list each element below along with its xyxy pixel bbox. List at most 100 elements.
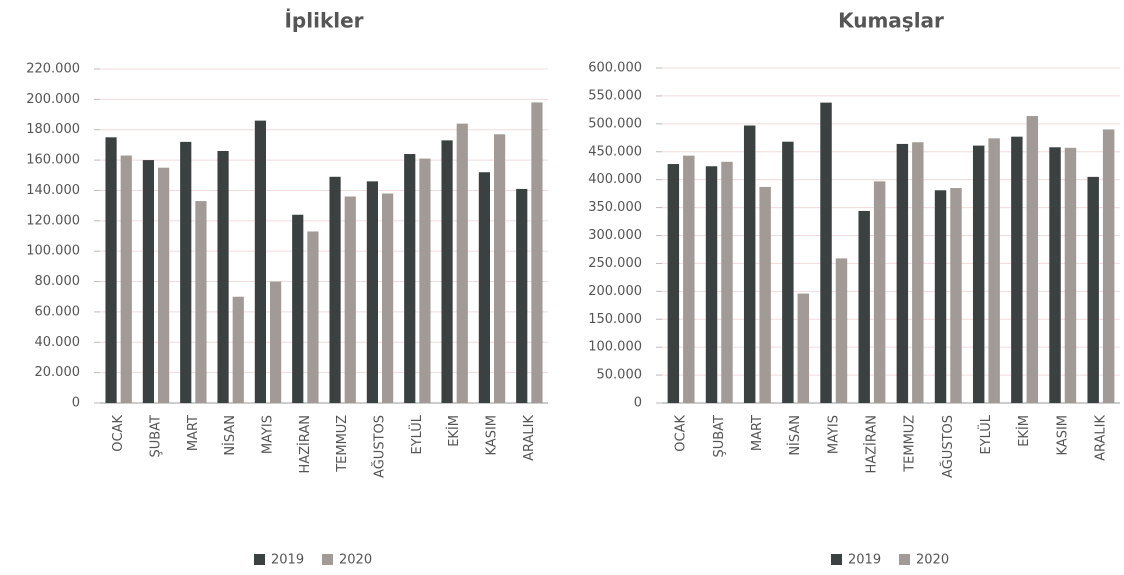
bar <box>232 296 244 403</box>
y-tick-label: 60.000 <box>35 304 81 319</box>
x-tick-label: EKİM <box>446 415 462 447</box>
bar <box>743 125 756 403</box>
legend-swatch <box>831 554 842 565</box>
legend-label: 2019 <box>848 553 881 568</box>
bar <box>912 142 924 403</box>
bar <box>217 150 229 403</box>
bar <box>972 145 985 403</box>
y-tick-label: 200.000 <box>26 92 80 107</box>
x-tick-label: HAZİRAN <box>863 415 879 474</box>
y-tick-label: 160.000 <box>26 153 80 168</box>
bar <box>180 141 192 403</box>
y-tick-label: 100.000 <box>26 244 80 259</box>
bar <box>683 155 695 403</box>
bar <box>105 137 117 403</box>
bar <box>1026 116 1039 404</box>
bar <box>419 158 431 403</box>
y-tick-label: 20.000 <box>35 365 81 380</box>
y-tick-label: 450.000 <box>588 144 642 159</box>
bar <box>441 140 453 403</box>
bar <box>531 102 543 404</box>
x-tick-label: ARALIK <box>522 415 537 461</box>
bar <box>1064 147 1077 403</box>
y-tick-label: 500.000 <box>588 116 642 131</box>
x-tick-label: MART <box>750 415 765 451</box>
y-tick-label: 0 <box>72 396 80 411</box>
y-tick-label: 200.000 <box>588 284 642 299</box>
x-tick-label: ŞUBAT <box>712 415 727 458</box>
bar <box>782 141 794 403</box>
y-tick-label: 0 <box>634 396 642 411</box>
x-tick-label: TEMMUZ <box>335 415 350 473</box>
y-tick-label: 180.000 <box>26 122 80 137</box>
x-tick-label: EKİM <box>1016 415 1032 447</box>
bar <box>705 166 718 403</box>
y-tick-label: 40.000 <box>35 335 81 350</box>
bar <box>950 188 962 403</box>
x-tick-label: NİSAN <box>222 415 238 456</box>
bar <box>158 167 170 403</box>
bar <box>988 138 1000 403</box>
x-tick-label: ŞUBAT <box>149 415 164 458</box>
x-tick-label: HAZİRAN <box>297 415 313 474</box>
chart-title: Kumaşlar <box>838 9 944 33</box>
legend-swatch <box>254 554 265 565</box>
bar <box>292 214 304 403</box>
bar <box>1011 136 1023 404</box>
bar <box>494 134 506 404</box>
bar <box>820 102 832 403</box>
x-tick-label: OCAK <box>674 415 689 452</box>
y-tick-label: 250.000 <box>588 256 642 271</box>
bar <box>344 196 356 403</box>
bar <box>366 181 378 403</box>
bar <box>195 201 207 403</box>
x-tick-label: MAYIS <box>826 415 841 454</box>
bar <box>667 164 680 403</box>
bar <box>254 120 266 404</box>
bar <box>934 190 947 403</box>
x-tick-label: NİSAN <box>787 415 803 456</box>
bar <box>1087 176 1099 403</box>
bar <box>1049 147 1061 403</box>
x-tick-label: KASIM <box>485 415 500 456</box>
y-tick-label: 220.000 <box>26 62 80 77</box>
y-tick-label: 400.000 <box>588 172 642 187</box>
y-tick-label: 300.000 <box>588 228 642 243</box>
y-tick-label: 140.000 <box>26 183 80 198</box>
chart-title: İplikler <box>284 9 363 33</box>
x-tick-label: EYLÜL <box>977 414 994 454</box>
y-tick-label: 50.000 <box>597 368 643 383</box>
legend-label: 2019 <box>271 553 304 568</box>
bar <box>858 210 870 403</box>
x-tick-label: AĞUSTOS <box>940 415 956 478</box>
bar <box>382 193 394 403</box>
bar <box>873 181 886 403</box>
legend-label: 2020 <box>916 553 949 568</box>
y-tick-label: 600.000 <box>588 61 642 76</box>
bar <box>759 186 771 403</box>
bar <box>835 258 848 403</box>
bar <box>456 123 468 404</box>
x-tick-label: MAYIS <box>261 415 276 454</box>
x-tick-label: EYLÜL <box>408 414 425 454</box>
legend-swatch <box>322 554 333 565</box>
legend-label: 2020 <box>339 553 372 568</box>
y-tick-label: 350.000 <box>588 200 642 215</box>
x-tick-label: OCAK <box>111 415 126 452</box>
bar <box>721 161 733 403</box>
x-tick-label: ARALIK <box>1093 415 1108 461</box>
bar <box>142 160 154 403</box>
bar <box>270 281 282 403</box>
x-tick-label: TEMMUZ <box>903 415 918 473</box>
legend-swatch <box>899 554 910 565</box>
bar <box>478 172 490 403</box>
bar <box>329 176 341 403</box>
bar <box>404 154 416 403</box>
x-tick-label: AĞUSTOS <box>372 415 388 478</box>
bar <box>516 188 528 403</box>
bar <box>896 143 909 403</box>
x-tick-label: KASIM <box>1055 415 1070 456</box>
y-tick-label: 100.000 <box>588 340 642 355</box>
bar <box>797 293 810 403</box>
bar <box>120 155 132 403</box>
